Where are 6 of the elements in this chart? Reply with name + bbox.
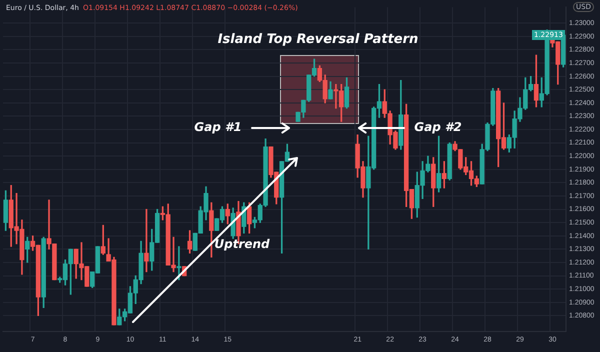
annotation: Island Top Reversal Pattern [218, 32, 418, 47]
candlestick [144, 208, 149, 272]
candlestick [176, 246, 182, 280]
annotation: Uptrend [214, 237, 270, 251]
annotation: Gap #1 [194, 120, 242, 134]
annotation: Gap #2 [414, 120, 462, 134]
